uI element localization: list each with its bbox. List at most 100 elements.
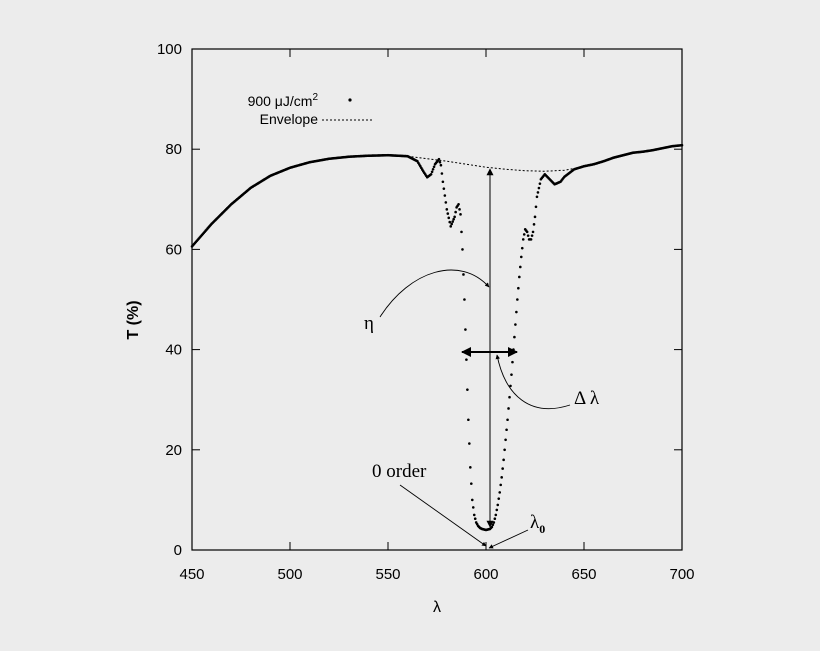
data-point: [517, 286, 520, 290]
data-point: [468, 442, 471, 445]
data-point: [448, 220, 452, 224]
data-point: [526, 234, 530, 237]
data-point: [453, 215, 456, 219]
legend-symbol-dots: [348, 98, 352, 102]
data-point: [513, 335, 516, 339]
data-point: [437, 157, 441, 161]
data-point: [450, 222, 454, 226]
data-point: [470, 482, 473, 485]
data-point: [463, 298, 466, 301]
x-tick-label: 550: [375, 566, 400, 583]
data-point: [522, 233, 526, 236]
data-point: [535, 195, 539, 199]
data-point: [430, 170, 434, 174]
data-point: [504, 438, 507, 442]
data-point: [512, 348, 515, 351]
data-point: [502, 458, 505, 462]
data-point: [505, 428, 508, 432]
data-point: [491, 523, 495, 526]
data-point: [472, 513, 476, 517]
data-point: [464, 328, 467, 331]
data-point: [459, 213, 462, 216]
data-point: [500, 476, 503, 479]
data-point: [451, 220, 454, 223]
data-point: [497, 497, 501, 500]
data-point: [460, 230, 463, 234]
plot-frame: [191, 48, 683, 551]
data-point: [471, 506, 475, 509]
eta-label: η: [364, 313, 374, 334]
eta-pointer: [379, 269, 490, 318]
series-layer: [190, 143, 684, 532]
data-point: [492, 521, 496, 524]
data-point: [680, 143, 684, 147]
data-point: [530, 234, 534, 237]
data-point: [447, 216, 451, 220]
y-tick-label: 80: [165, 141, 182, 158]
data-point: [510, 373, 513, 376]
delta-lambda-label: Δ λ: [574, 388, 600, 409]
data-point: [457, 203, 460, 206]
annotations: η Δ λ 0 order λ0: [364, 168, 600, 549]
data-point: [498, 491, 502, 494]
data-point: [438, 160, 442, 164]
x-tick-label: 600: [473, 566, 498, 583]
series-900uj: [190, 143, 684, 532]
y-tick-label: 60: [165, 241, 182, 258]
data-point: [520, 246, 524, 250]
data-point: [533, 215, 537, 219]
data-point: [501, 467, 504, 470]
data-point: [461, 248, 464, 251]
legend: 900 μJ/cm2 Envelope: [248, 92, 372, 127]
data-point: [531, 230, 535, 234]
x-tick-label: 500: [277, 566, 302, 583]
data-point: [515, 310, 518, 314]
data-point: [496, 503, 500, 507]
data-point: [509, 384, 512, 388]
y-tick-label: 40: [165, 342, 182, 359]
data-point: [441, 180, 445, 184]
data-point: [508, 395, 511, 399]
data-point: [442, 187, 446, 190]
data-point: [470, 498, 474, 502]
data-point: [493, 517, 497, 520]
data-point: [534, 205, 538, 209]
data-point: [532, 223, 536, 226]
data-point: [462, 273, 465, 276]
zero-order-label: 0 order: [372, 461, 427, 482]
data-point: [490, 525, 494, 529]
lambda0-label: λ0: [530, 512, 545, 536]
data-point: [458, 208, 461, 211]
data-point: [519, 265, 522, 269]
delta-lambda-pointer: [495, 354, 571, 410]
data-point: [507, 407, 510, 410]
data-point: [506, 418, 509, 422]
data-point: [467, 418, 470, 422]
data-point: [529, 238, 533, 241]
data-point: [536, 191, 540, 194]
data-point: [537, 186, 541, 190]
data-point: [432, 165, 436, 169]
data-point: [449, 225, 453, 228]
data-point: [499, 483, 503, 487]
legend-label-envelope: Envelope: [260, 111, 319, 127]
data-point: [429, 172, 433, 176]
data-point: [473, 517, 477, 520]
data-point: [452, 217, 455, 221]
axis-ticks: 450 500 550 600 650 700 0 20 40 60 80 100: [157, 41, 695, 583]
data-point: [443, 194, 447, 197]
zero-order-pointer: [399, 484, 487, 547]
data-point: [518, 275, 521, 279]
x-tick-label: 700: [669, 566, 694, 583]
data-point: [538, 182, 542, 185]
data-point: [444, 201, 448, 204]
data-point: [446, 212, 450, 215]
data-point: [445, 208, 449, 211]
data-point: [511, 360, 514, 364]
y-axis-label: T (%): [125, 300, 142, 339]
data-point: [495, 508, 499, 512]
x-axis-label: λ: [433, 599, 441, 616]
data-point: [521, 238, 525, 241]
y-tick-label: 20: [165, 442, 182, 459]
